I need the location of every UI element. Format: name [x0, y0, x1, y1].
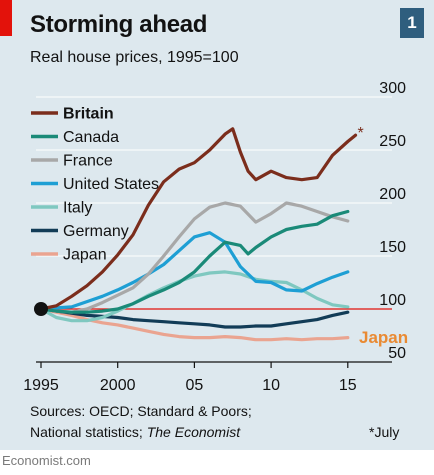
legend-label: Japan — [63, 247, 107, 264]
x-tick-label: 15 — [339, 377, 357, 394]
x-tick-label: 05 — [185, 377, 203, 394]
chart-panel: Storming ahead Real house prices, 1995=1… — [0, 0, 434, 450]
y-tick-label: 100 — [379, 292, 406, 309]
y-tick-label: 200 — [379, 186, 406, 203]
y-tick-label: 150 — [379, 239, 406, 256]
chart-number-badge: 1 — [400, 8, 424, 38]
y-tick-label: 300 — [379, 80, 406, 97]
source-line-1: Sources: OECD; Standard & Poors; — [30, 403, 252, 419]
source-line-2-text: National statistics; — [30, 424, 147, 440]
source-line-2: National statistics; The Economist — [30, 424, 240, 440]
chart-title: Storming ahead — [30, 11, 208, 38]
legend-label: Italy — [63, 200, 92, 217]
source-line-2-italic: The Economist — [146, 424, 241, 440]
legend-label: Britain — [63, 106, 114, 123]
series-line-canada — [39, 209, 350, 314]
x-tick-label: 1995 — [23, 377, 59, 394]
x-axis: 1995 2000 05 10 15 — [23, 361, 392, 394]
annotations: * Japan — [357, 125, 408, 347]
chart-subtitle: Real house prices, 1995=100 — [30, 49, 239, 66]
series-line-united-states — [39, 231, 350, 311]
legend: Britain Canada France United States Italy Ger… — [31, 106, 159, 264]
series-line-britain — [39, 127, 358, 311]
series-line-germany — [39, 307, 350, 329]
y-tick-label: 250 — [379, 133, 406, 150]
series-line-italy — [39, 270, 350, 323]
x-tick-label: 10 — [262, 377, 280, 394]
legend-label: United States — [63, 176, 159, 193]
japan-callout-label: Japan — [359, 328, 408, 347]
series-line-france — [39, 201, 350, 314]
index-start-dot — [34, 302, 48, 316]
line-chart: 50 100 150 200 250 300 Britain Canada France Uni… — [23, 80, 408, 394]
y-axis-labels: 50 100 150 200 250 300 — [379, 80, 406, 362]
series-lines — [34, 127, 358, 342]
site-credit: Economist.com — [2, 453, 91, 468]
red-rectangle-tag — [0, 0, 12, 36]
footnote: *July — [369, 424, 400, 440]
britain-footnote-asterisk: * — [357, 125, 363, 142]
legend-label: Canada — [63, 129, 119, 146]
legend-label: France — [63, 153, 113, 170]
x-tick-label: 2000 — [100, 377, 136, 394]
y-tick-label: 50 — [388, 345, 406, 362]
legend-label: Germany — [63, 223, 129, 240]
